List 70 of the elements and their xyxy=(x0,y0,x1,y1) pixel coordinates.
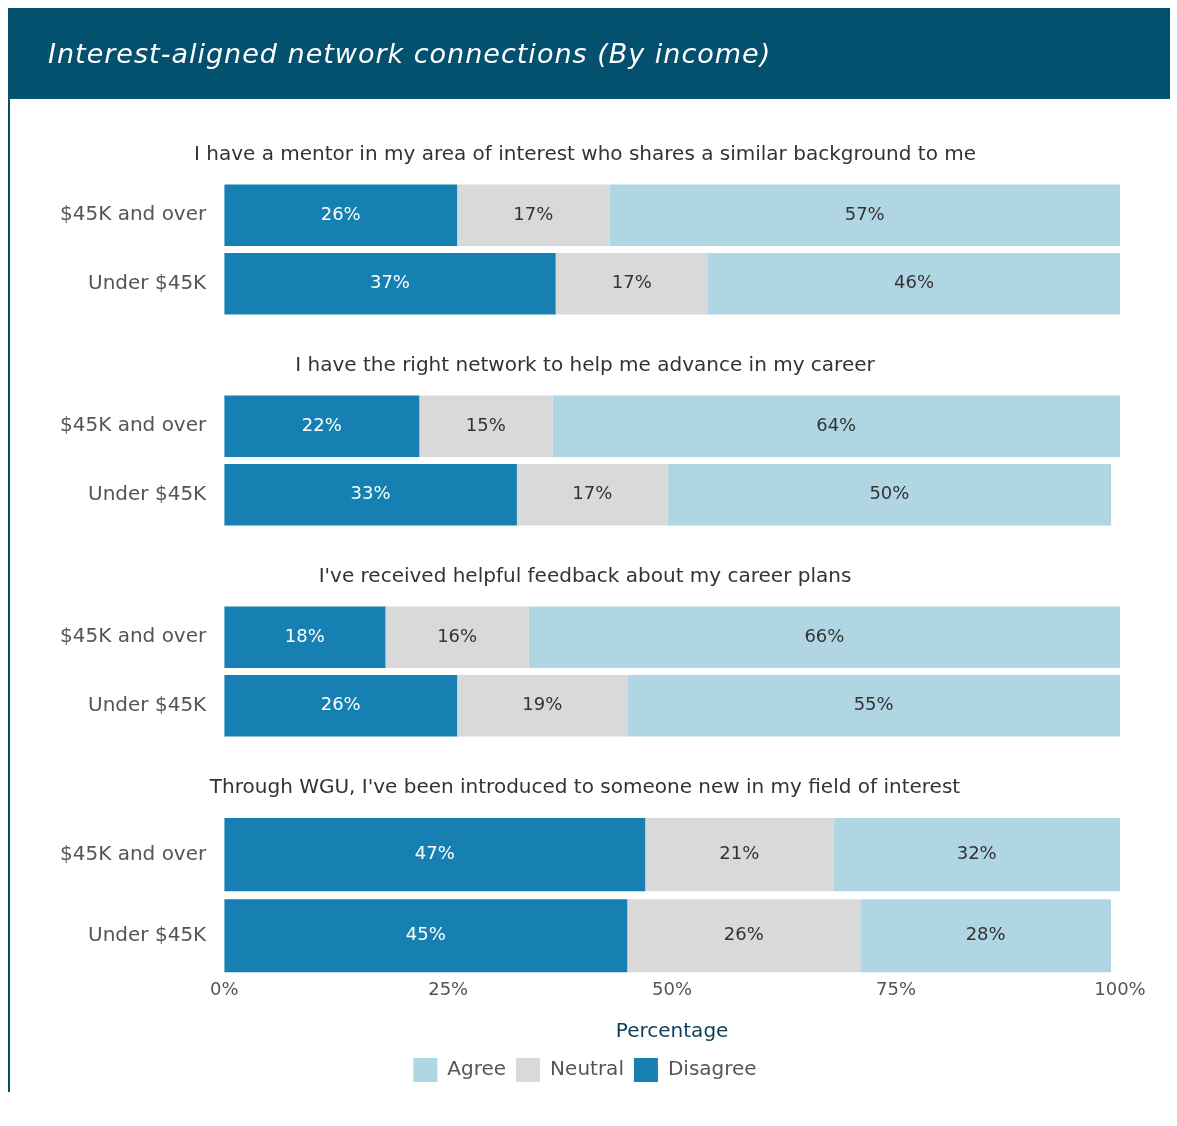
bar xyxy=(627,899,861,973)
x-tick-label: 75% xyxy=(876,977,917,999)
bar xyxy=(224,606,386,669)
legend-label: Disagree xyxy=(667,1056,757,1081)
chart-subtitle: I have the right network to help me advance in my career xyxy=(295,352,876,377)
bar xyxy=(528,606,1120,669)
data-label: 17% xyxy=(513,202,554,224)
y-tick-label: Under $45K xyxy=(88,480,208,505)
y-tick-label: Under $45K xyxy=(88,691,208,716)
data-label: 55% xyxy=(853,693,894,715)
data-label: 46% xyxy=(893,271,934,293)
y-tick-label: $45K and over xyxy=(60,412,207,437)
data-label: 32% xyxy=(956,842,997,864)
bar xyxy=(707,252,1120,315)
y-tick-label: $45K and over xyxy=(60,623,207,648)
bar xyxy=(667,463,1112,526)
bar xyxy=(224,252,556,315)
bar xyxy=(457,184,610,247)
chart-title: Interest-aligned network connections (By income) xyxy=(10,8,1170,99)
legend-label: Agree xyxy=(447,1056,507,1081)
bar xyxy=(385,606,529,669)
data-label: 26% xyxy=(320,693,361,715)
data-label: 18% xyxy=(284,624,325,646)
chart-subtitle: Through WGU, I've been introduced to someone new in my field of interest xyxy=(208,774,961,799)
y-tick-label: $45K and over xyxy=(60,201,207,226)
data-label: 15% xyxy=(465,413,506,435)
x-tick-label: 0% xyxy=(209,977,239,999)
data-label: 47% xyxy=(414,842,455,864)
bar xyxy=(627,674,1120,737)
x-tick-label: 100% xyxy=(1094,977,1146,999)
data-label: 26% xyxy=(723,923,764,945)
data-label: 66% xyxy=(804,624,845,646)
chart-subtitle: I have a mentor in my area of interest who shares a similar background to me xyxy=(193,141,977,166)
data-label: 17% xyxy=(611,271,652,293)
chart-subtitle: I've received helpful feedback about my career plans xyxy=(318,563,852,588)
data-label: 26% xyxy=(320,202,361,224)
x-tick-label: 50% xyxy=(652,977,693,999)
bar xyxy=(224,674,458,737)
bar xyxy=(224,899,628,973)
data-label: 19% xyxy=(522,693,563,715)
x-axis-title: Percentage xyxy=(615,1018,729,1043)
bar xyxy=(645,818,834,892)
bar xyxy=(833,818,1120,892)
data-label: 28% xyxy=(965,923,1006,945)
data-label: 17% xyxy=(572,482,613,504)
bar xyxy=(860,899,1112,973)
data-label: 57% xyxy=(844,202,885,224)
bar xyxy=(555,252,708,315)
data-label: 37% xyxy=(369,271,410,293)
data-label: 64% xyxy=(816,413,857,435)
bar xyxy=(516,463,668,526)
bar xyxy=(552,395,1120,458)
bar xyxy=(224,395,420,458)
y-tick-label: Under $45K xyxy=(88,922,208,946)
data-label: 50% xyxy=(869,482,910,504)
x-tick-label: 25% xyxy=(428,977,469,999)
bar xyxy=(457,674,628,737)
legend-label: Neutral xyxy=(550,1056,624,1081)
bar xyxy=(224,463,517,526)
y-tick-label: $45K and over xyxy=(60,840,207,865)
bar xyxy=(224,818,646,892)
data-label: 45% xyxy=(405,923,446,945)
data-label: 22% xyxy=(301,413,342,435)
data-label: 16% xyxy=(437,624,478,646)
data-label: 21% xyxy=(719,842,760,864)
bar xyxy=(609,184,1120,247)
data-label: 33% xyxy=(350,482,391,504)
bar xyxy=(224,184,458,247)
bar xyxy=(419,395,553,458)
y-tick-label: Under $45K xyxy=(88,269,208,294)
